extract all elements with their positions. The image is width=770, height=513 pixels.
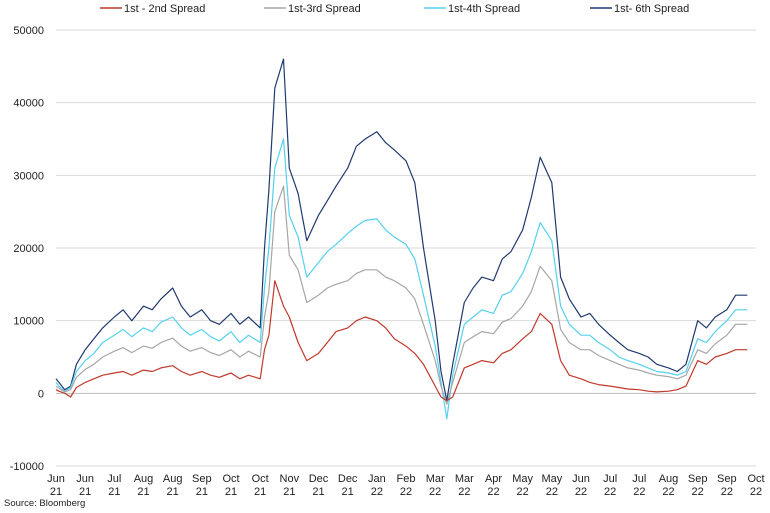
x-tick-label: Sep 22 — [688, 473, 708, 498]
x-tick-label: Aug 21 — [163, 473, 183, 498]
x-tick-label: Jun 21 — [76, 473, 94, 498]
x-tick-label: Jul 22 — [632, 473, 646, 498]
x-tick-label: Jan 22 — [368, 473, 386, 498]
legend-label: 1st - 2nd Spread — [124, 3, 205, 15]
x-tick-label: Feb 22 — [397, 473, 416, 498]
y-tick-label: 30000 — [13, 170, 44, 182]
legend-label: 1st-4th Spread — [448, 3, 520, 15]
x-tick-label: Sep 22 — [717, 473, 737, 498]
series-line-1st-2nd-spread — [55, 280, 748, 402]
y-tick-label: -10000 — [10, 461, 44, 473]
series-line-1st-3rd-spread — [55, 185, 748, 405]
x-tick-label: Oct 21 — [222, 473, 239, 498]
x-tick-label: Dec 21 — [309, 473, 329, 498]
y-tick-label: 10000 — [13, 316, 44, 328]
y-axis-ticks: -10000 0 10000 20000 30000 40000 50000 — [10, 25, 44, 473]
legend-label: 1st- 6th Spread — [614, 3, 689, 15]
x-tick-label: Mar 22 — [455, 473, 474, 498]
x-tick-label: Aug 22 — [659, 473, 679, 498]
x-tick-label: Oct 22 — [747, 473, 764, 498]
gridlines — [56, 29, 756, 467]
x-axis-ticks: Jun 21 Jun 21 Jul 21 Aug 21 Aug 21 Sep 21 Oct 21 Oct 21… — [47, 473, 764, 498]
x-tick-label: Nov 21 — [280, 473, 300, 498]
x-tick-label: Mar 22 — [426, 473, 445, 498]
x-tick-label: Apr 22 — [485, 473, 502, 498]
legend-label: 1st-3rd Spread — [288, 3, 361, 15]
x-tick-label: Dec 21 — [338, 473, 358, 498]
x-tick-label: May 22 — [512, 473, 533, 498]
source-note: Source: Bloomberg — [4, 498, 86, 509]
series-lines — [55, 58, 748, 420]
x-tick-label: Jul 21 — [107, 473, 121, 498]
x-tick-label: Oct 21 — [252, 473, 269, 498]
series-line-1st-4th-spread — [55, 138, 748, 420]
x-tick-label: Jun 22 — [572, 473, 590, 498]
y-tick-label: 40000 — [13, 98, 44, 110]
legend: 1st - 2nd Spread 1st-3rd Spread 1st-4th Sp… — [100, 3, 689, 15]
x-tick-label: May 22 — [541, 473, 562, 498]
x-tick-label: Sep 21 — [192, 473, 212, 498]
series-line-1st-6th-spread — [55, 58, 748, 402]
x-tick-label: Jul 22 — [603, 473, 617, 498]
y-tick-label: 0 — [38, 388, 44, 400]
x-tick-label: Jun 21 — [47, 473, 65, 498]
y-tick-label: 20000 — [13, 243, 44, 255]
y-tick-label: 50000 — [13, 25, 44, 37]
x-tick-label: Aug 21 — [134, 473, 154, 498]
